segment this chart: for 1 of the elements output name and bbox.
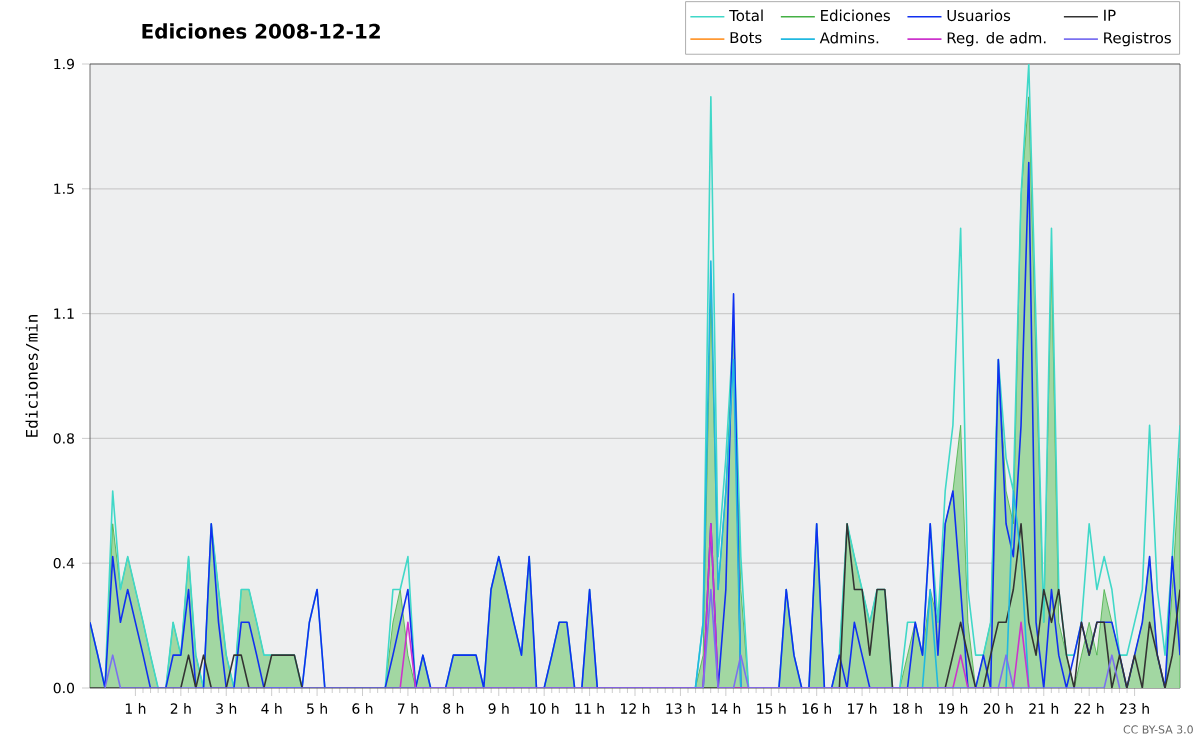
chart-title: Ediciones 2008-12-12 (142, 23, 380, 39)
